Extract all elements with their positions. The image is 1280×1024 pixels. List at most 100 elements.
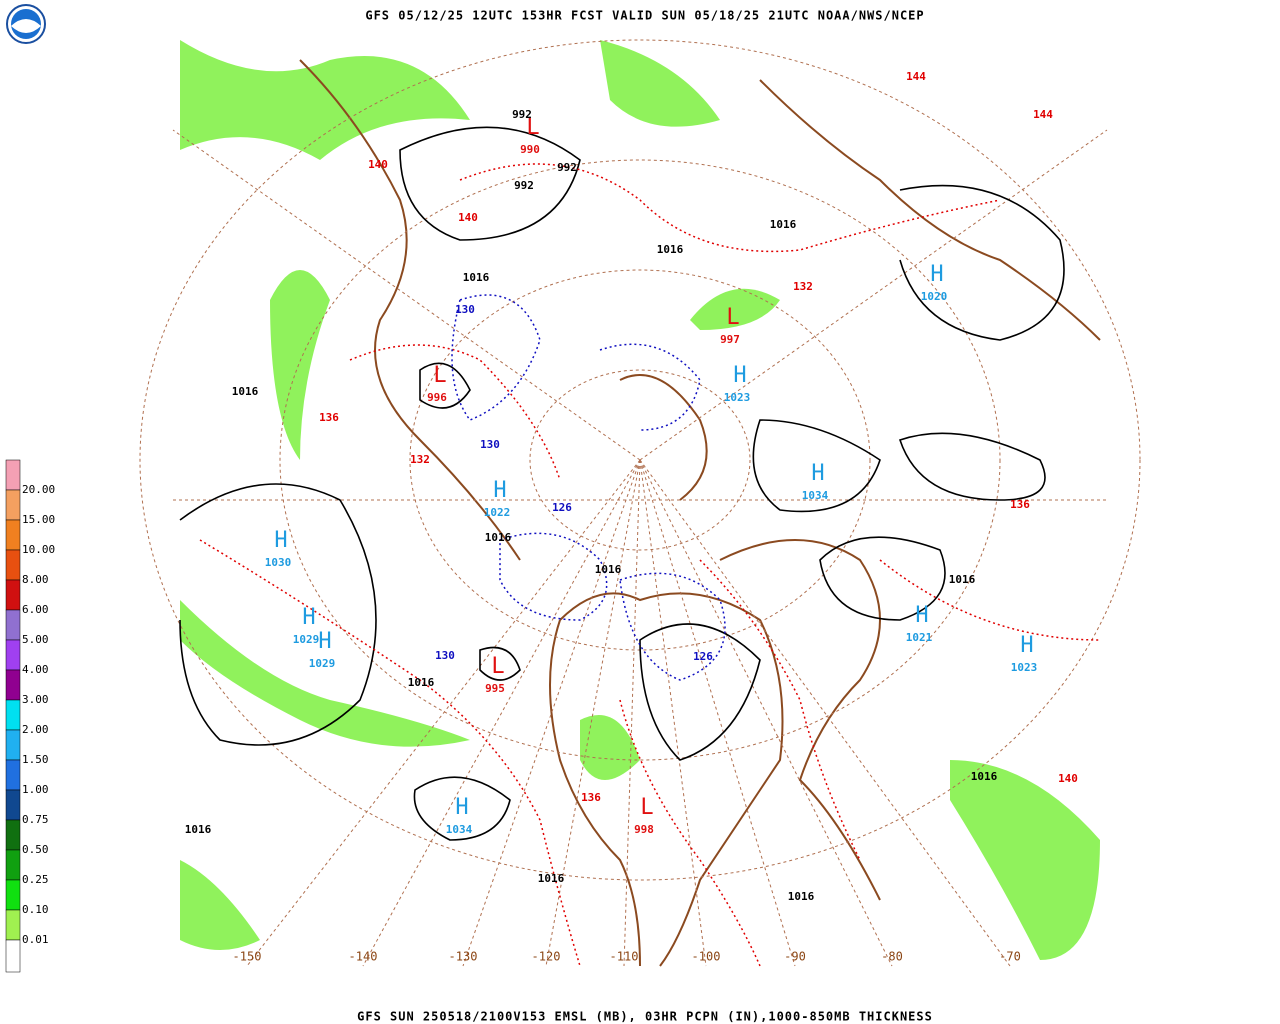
thickness-label: 136 bbox=[319, 411, 339, 424]
colorbar-swatch bbox=[5, 819, 21, 851]
colorbar-label: 4.00 bbox=[22, 663, 49, 676]
isobar-label: 1016 bbox=[463, 271, 490, 284]
thickness-label: 136 bbox=[1010, 498, 1030, 511]
isobar-label: 1016 bbox=[408, 676, 435, 689]
pressure-center-letter: H bbox=[318, 629, 331, 654]
thickness-label: 136 bbox=[581, 791, 601, 804]
colorbar-label: 8.00 bbox=[22, 573, 49, 586]
pressure-center-letter: H bbox=[930, 262, 943, 287]
pressure-center-value: 995 bbox=[485, 682, 505, 695]
colorbar-label: 0.01 bbox=[22, 933, 49, 946]
colorbar-label: 3.00 bbox=[22, 693, 49, 706]
colorbar-label: 15.00 bbox=[22, 513, 55, 526]
longitude-label: -130 bbox=[449, 950, 478, 964]
pressure-center-value: 1030 bbox=[265, 556, 292, 569]
colorbar-label: 1.00 bbox=[22, 783, 49, 796]
colorbar-swatch bbox=[5, 939, 21, 973]
graticule bbox=[139, 39, 1141, 967]
pressure-center-letter: H bbox=[455, 795, 468, 820]
coastlines bbox=[299, 59, 1101, 967]
colorbar-swatch bbox=[5, 639, 21, 671]
thickness-red bbox=[199, 163, 1101, 967]
colorbar-swatch bbox=[5, 789, 21, 821]
map-footer: GFS SUN 250518/2100V153 EMSL (MB), 03HR … bbox=[357, 1010, 933, 1024]
pressure-center-value: 1034 bbox=[802, 489, 829, 502]
pressure-center-letter: H bbox=[1020, 633, 1033, 658]
pressure-center-value: 1034 bbox=[446, 823, 473, 836]
colorbar-swatch bbox=[5, 879, 21, 911]
pressure-center-value: 1021 bbox=[906, 631, 933, 644]
longitude-label: -100 bbox=[692, 950, 721, 964]
colorbar-swatch bbox=[5, 579, 21, 611]
colorbar-label: 0.10 bbox=[22, 903, 49, 916]
pressure-center-letter: H bbox=[274, 528, 287, 553]
longitude-label: -110 bbox=[610, 950, 639, 964]
colorbar-swatch bbox=[5, 909, 21, 941]
colorbar-label: 0.75 bbox=[22, 813, 49, 826]
thickness-label: 126 bbox=[693, 650, 713, 663]
thickness-label: 140 bbox=[1058, 772, 1078, 785]
longitude-label: -150 bbox=[233, 950, 262, 964]
pressure-center-value: 1023 bbox=[724, 391, 751, 404]
longitude-label: -140 bbox=[349, 950, 378, 964]
thickness-blue bbox=[451, 294, 726, 681]
colorbar-swatch bbox=[5, 759, 21, 791]
pressure-center-value: 998 bbox=[634, 823, 654, 836]
colorbar-label: 1.50 bbox=[22, 753, 49, 766]
longitude-label: -80 bbox=[881, 950, 903, 964]
isobar-label: 992 bbox=[512, 108, 532, 121]
pressure-center-letter: H bbox=[733, 363, 746, 388]
pressure-center-value: 1022 bbox=[484, 506, 511, 519]
map-title: GFS 05/12/25 12UTC 153HR FCST VALID SUN … bbox=[365, 9, 924, 23]
isobar-label: 1016 bbox=[595, 563, 622, 576]
map-labels: -150 -140 -130 -120 -110 -100 -90 -80 -70H1030H1… bbox=[185, 70, 1078, 964]
longitude-label: -90 bbox=[784, 950, 806, 964]
isobar-label: 1016 bbox=[485, 531, 512, 544]
colorbar-label: 2.00 bbox=[22, 723, 49, 736]
map-area bbox=[139, 34, 1141, 967]
colorbar-swatch bbox=[5, 729, 21, 761]
isobar-label: 1016 bbox=[538, 872, 565, 885]
pressure-center-letter: H bbox=[493, 478, 506, 503]
isobar-label: 1016 bbox=[185, 823, 212, 836]
isobar-label: 1016 bbox=[949, 573, 976, 586]
thickness-label: 132 bbox=[793, 280, 813, 293]
colorbar-label: 10.00 bbox=[22, 543, 55, 556]
colorbar-label: 0.50 bbox=[22, 843, 49, 856]
isobar-label: 1016 bbox=[971, 770, 998, 783]
colorbar-swatch bbox=[5, 459, 21, 491]
isobar-label: 992 bbox=[514, 179, 534, 192]
colorbar-swatch bbox=[5, 549, 21, 581]
colorbar-label: 0.25 bbox=[22, 873, 49, 886]
pressure-center-value: 1029 bbox=[293, 633, 320, 646]
colorbar-label: 20.00 bbox=[22, 483, 55, 496]
isobar-label: 1016 bbox=[770, 218, 797, 231]
pressure-center-letter: L bbox=[726, 305, 739, 330]
colorbar-swatch bbox=[5, 849, 21, 881]
pressure-center-letter: L bbox=[526, 115, 539, 140]
thickness-label: 130 bbox=[480, 438, 500, 451]
colorbar-swatch bbox=[5, 519, 21, 551]
colorbar-swatch bbox=[5, 609, 21, 641]
thickness-label: 132 bbox=[410, 453, 430, 466]
longitude-label: -70 bbox=[999, 950, 1021, 964]
pressure-center-value: 1029 bbox=[309, 657, 336, 670]
isobar-label: 1016 bbox=[232, 385, 259, 398]
colorbar-swatch bbox=[5, 669, 21, 701]
colorbar: 20.00 15.00 10.00 8.00 6.00 5.00 4.00 3.00 2.00 1… bbox=[5, 459, 55, 973]
colorbar-swatch bbox=[5, 699, 21, 731]
isobars bbox=[179, 126, 1065, 841]
pressure-center-letter: H bbox=[811, 461, 824, 486]
colorbar-swatch bbox=[5, 489, 21, 521]
thickness-label: 140 bbox=[458, 211, 478, 224]
isobar-label: 1016 bbox=[788, 890, 815, 903]
colorbar-label: 5.00 bbox=[22, 633, 49, 646]
pressure-center-letter: H bbox=[915, 603, 928, 628]
pressure-center-letter: L bbox=[433, 363, 446, 388]
pressure-center-letter: L bbox=[640, 795, 653, 820]
pressure-center-value: 996 bbox=[427, 391, 447, 404]
thickness-label: 130 bbox=[435, 649, 455, 662]
pressure-center-value: 1023 bbox=[1011, 661, 1038, 674]
colorbar-label: 6.00 bbox=[22, 603, 49, 616]
